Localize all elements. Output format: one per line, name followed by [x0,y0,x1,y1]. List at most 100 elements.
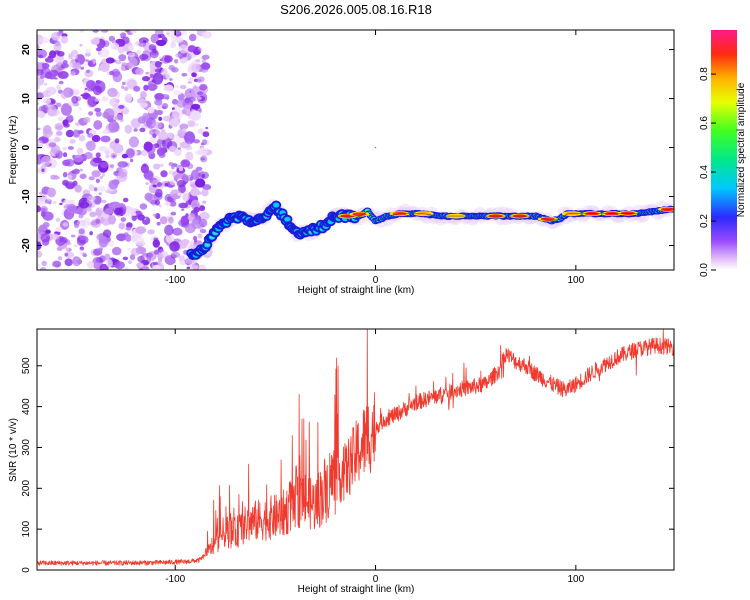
noise-blob [169,145,176,153]
noise-blob [37,205,41,213]
noise-blob [205,126,209,130]
noise-blob [175,53,182,58]
noise-blob [100,135,111,143]
noise-blob [149,49,159,59]
noise-blob [184,258,193,266]
noise-blob [164,224,174,236]
noise-blob [116,171,128,182]
noise-blob [37,250,43,258]
noise-blob [179,123,189,130]
noise-blob [129,254,136,261]
noise-blob [83,116,91,123]
noise-blob [96,47,102,52]
noise-blob [195,79,202,83]
noise-blob [122,197,129,203]
noise-blob [98,235,109,248]
noise-blob [89,231,93,236]
noise-blob [115,60,122,65]
noise-blob [86,80,96,90]
noise-blob [142,76,150,82]
heatmap-y-tick-label: -10 [21,189,32,204]
noise-blob [38,105,45,112]
noise-blob [84,52,91,57]
noise-blob [86,261,93,267]
noise-blob [41,62,50,69]
noise-blob [187,141,191,146]
noise-blob [52,260,62,268]
noise-blob [202,31,212,39]
noise-blob [151,79,156,83]
noise-blob [66,203,77,214]
noise-blob [45,103,55,109]
noise-blob [107,87,118,98]
noise-blob [125,234,132,242]
noise-blob [128,57,138,68]
noise-blob [149,73,154,78]
noise-blob [91,134,101,143]
snr-y-tick-label: 300 [21,439,32,456]
noise-blob [180,56,188,62]
noise-blob [201,54,210,60]
noise-blob [109,70,115,76]
noise-blob [116,233,127,242]
heatmap-x-tick-label: 0 [373,275,379,286]
noise-blob [173,90,182,96]
noise-blob [156,147,166,156]
noise-blob [55,176,60,180]
noise-blob [153,237,159,241]
noise-blob [133,210,143,218]
noise-blob [42,211,54,221]
noise-blob [125,148,135,159]
noise-blob [152,264,161,270]
noise-blob [147,80,157,92]
noise-blob [186,266,191,270]
noise-blob [49,233,60,240]
noise-blob [189,176,193,181]
noise-blob [79,250,84,255]
noise-blob [158,56,162,60]
snr-x-tick-label: 0 [373,574,379,585]
noise-blob [112,143,124,154]
noise-blob [113,207,123,215]
noise-blob [124,30,130,33]
noise-blob [41,260,47,267]
noise-blob [192,48,201,56]
noise-blob [79,246,85,251]
noise-blob [122,82,126,85]
noise-blob [190,187,200,197]
heatmap-x-tick-label: 100 [568,275,585,286]
snr-y-tick-label: 500 [21,357,32,374]
noise-blob [168,216,174,224]
noise-blob [178,202,188,209]
noise-blob [191,218,203,229]
noise-blob [37,139,44,150]
snr-y-tick-label: 400 [21,398,32,415]
noise-blob [103,108,115,120]
noise-blob [178,219,188,227]
noise-blob [123,213,130,218]
noise-blob [133,128,138,132]
noise-blob [202,200,207,204]
noise-blob [150,33,159,44]
noise-blob [154,99,163,106]
noise-blob [55,226,63,233]
noise-blob [111,68,121,78]
noise-blob [188,33,197,42]
noise-blob [169,78,173,81]
noise-blob [120,32,127,38]
noise-blob [62,222,69,227]
noise-blob [147,229,155,235]
colorbar-tick-label: 0.2 [699,214,710,228]
noise-blob [110,42,120,50]
heatmap-y-tick-label: 10 [21,93,32,105]
noise-blob [198,205,206,212]
noise-blob [53,41,62,52]
noise-blob [118,222,126,230]
noise-blob [158,257,163,263]
noise-blob [62,172,68,178]
noise-blob [37,127,41,131]
noise-blob [40,155,52,167]
noise-blob [86,195,95,205]
noise-blob [55,130,63,136]
